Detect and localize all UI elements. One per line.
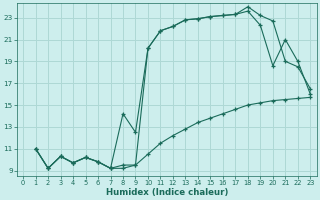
- X-axis label: Humidex (Indice chaleur): Humidex (Indice chaleur): [106, 188, 228, 197]
